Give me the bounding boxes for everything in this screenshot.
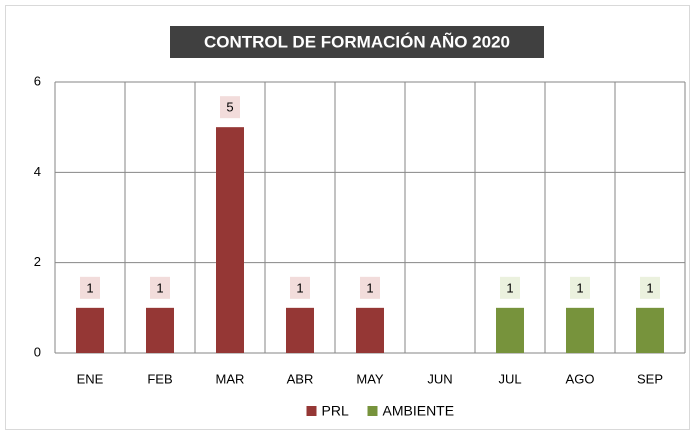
y-tick-label: 4: [34, 164, 41, 179]
data-label: 1: [296, 280, 303, 295]
x-tick-label: JUL: [498, 371, 521, 386]
legend-label: AMBIENTE: [383, 403, 455, 419]
data-label-box: [220, 96, 240, 119]
data-label: 1: [86, 280, 93, 295]
data-label: 1: [646, 280, 653, 295]
data-label-box: [80, 276, 100, 299]
legend-label: PRL: [322, 403, 349, 419]
data-label: 1: [156, 280, 163, 295]
data-label-box: [150, 276, 170, 299]
y-tick-label: 0: [34, 344, 41, 359]
x-tick-label: AGO: [566, 371, 595, 386]
x-tick-label: ENE: [77, 371, 104, 386]
data-label: 1: [506, 280, 513, 295]
y-tick-label: 6: [34, 73, 41, 88]
bar: [286, 307, 314, 353]
bar: [356, 307, 384, 353]
bar: [566, 307, 594, 353]
y-tick-label: 2: [34, 254, 41, 269]
legend-swatch: [306, 406, 317, 416]
legend-swatch: [367, 406, 378, 416]
bar: [636, 307, 664, 353]
data-label: 1: [576, 280, 583, 295]
x-tick-label: ABR: [287, 371, 314, 386]
x-tick-label: JUN: [427, 371, 452, 386]
chart-title: CONTROL DE FORMACIÓN AÑO 2020: [204, 31, 510, 51]
chart-border: [5, 5, 690, 430]
bar: [496, 307, 524, 353]
x-tick-label: SEP: [637, 371, 663, 386]
x-tick-label: MAY: [356, 371, 384, 386]
bar: [146, 307, 174, 353]
x-tick-label: FEB: [147, 371, 172, 386]
data-label-box: [290, 276, 310, 299]
bar: [76, 307, 104, 353]
data-label-box: [640, 276, 660, 299]
data-label-box: [360, 276, 380, 299]
bar: [216, 127, 244, 354]
title-box: [170, 26, 544, 58]
x-tick-label: MAR: [216, 371, 245, 386]
data-label: 1: [366, 280, 373, 295]
data-label: 5: [226, 100, 233, 115]
data-label-box: [570, 276, 590, 299]
data-label-box: [500, 276, 520, 299]
